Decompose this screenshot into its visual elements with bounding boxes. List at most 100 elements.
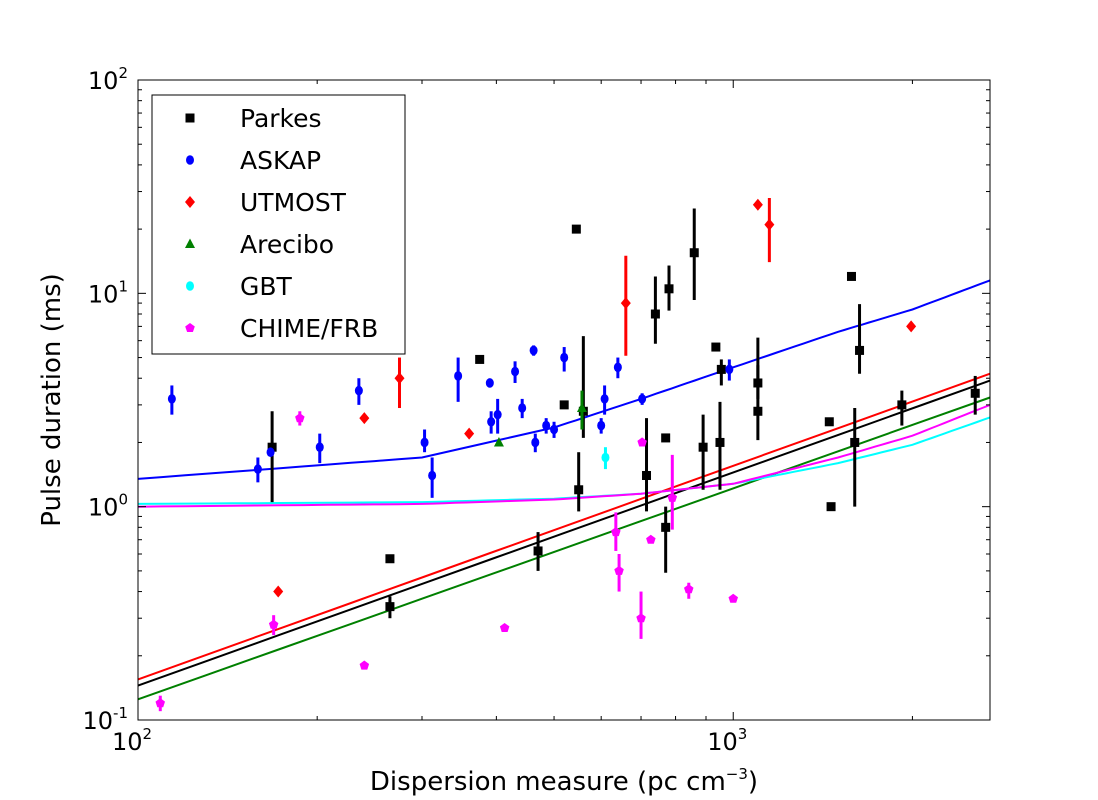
data-point-parkes <box>650 309 660 319</box>
data-point-utmost <box>394 372 405 385</box>
data-point-parkes <box>753 406 763 416</box>
data-point-parkes <box>661 522 671 532</box>
data-point-utmost <box>620 297 631 310</box>
data-point-chime-frb <box>728 593 738 603</box>
data-point-askap <box>725 364 734 375</box>
data-point-askap <box>428 470 437 481</box>
legend-box <box>151 94 406 355</box>
y-tick-label: 10-1 <box>82 704 128 735</box>
data-point-chime-frb <box>684 584 694 594</box>
data-point-chime-frb <box>646 534 656 544</box>
data-point-askap <box>485 378 494 388</box>
legend-marker-arecibo <box>185 238 195 248</box>
data-point-askap <box>487 416 496 427</box>
data-point-arecibo <box>493 436 504 447</box>
data-point-parkes <box>846 271 856 281</box>
data-point-askap <box>600 394 609 404</box>
legend-label-gbt: GBT <box>240 272 293 301</box>
axis-ticks: 102 103 10-1 100 101 102 <box>82 64 990 756</box>
data-point-parkes <box>385 602 395 612</box>
data-point-parkes <box>689 248 699 258</box>
data-point-chime-frb <box>611 527 621 537</box>
fit-curve-gbt-fit <box>137 416 991 505</box>
data-point-askap <box>550 424 559 435</box>
data-point-askap <box>511 366 520 377</box>
legend: Parkes ASKAP UTMOST Arecibo GBT CHIME/FRB <box>151 94 406 355</box>
data-point-askap <box>597 420 606 431</box>
fit-curves <box>137 279 991 701</box>
legend-label-chime-frb: CHIME/FRB <box>240 314 378 343</box>
data-point-askap <box>518 403 527 413</box>
data-point-arecibo <box>576 402 587 413</box>
data-point-parkes <box>716 364 726 374</box>
data-point-parkes <box>664 284 674 294</box>
legend-marker-utmost <box>185 196 195 208</box>
legend-marker-gbt <box>186 281 194 291</box>
data-point-parkes <box>475 354 485 364</box>
data-point-utmost <box>764 218 775 231</box>
data-point-askap <box>354 385 363 396</box>
fit-curve-chime-frb-fit <box>137 403 991 508</box>
x-axis-label: Dispersion measure (pc cm−3) <box>370 765 758 797</box>
data-point-parkes <box>559 400 569 410</box>
data-point-chime-frb <box>667 492 678 502</box>
data-point-askap <box>420 437 429 448</box>
data-point-parkes <box>855 345 865 355</box>
y-axis-label: Pulse duration (ms) <box>37 273 67 527</box>
data-point-askap <box>531 437 540 448</box>
data-point-utmost <box>464 427 475 440</box>
data-point-askap <box>167 394 176 404</box>
data-point-chime-frb <box>268 619 279 629</box>
data-point-utmost <box>752 198 763 211</box>
y-tick-label: 102 <box>88 64 128 95</box>
data-point-chime-frb <box>295 413 305 423</box>
x-axis-label-sup: −3 <box>726 765 748 783</box>
legend-label-askap: ASKAP <box>240 146 321 175</box>
data-point-askap <box>542 420 551 431</box>
data-point-parkes <box>571 224 581 234</box>
data-point-parkes <box>267 442 277 452</box>
data-point-askap <box>638 394 647 404</box>
legend-marker-chime-frb <box>185 323 195 332</box>
data-point-parkes <box>574 485 584 495</box>
x-axis-label-close: ) <box>748 767 758 797</box>
axes-frame <box>137 79 991 721</box>
data-point-parkes <box>715 437 725 447</box>
legend-label-parkes: Parkes <box>240 104 322 133</box>
data-point-parkes <box>824 417 834 427</box>
fit-curve-arecibo-fit <box>137 396 991 701</box>
legend-label-utmost: UTMOST <box>240 188 347 217</box>
data-point-chime-frb <box>499 623 510 632</box>
data-point-parkes <box>698 442 708 452</box>
legend-marker-parkes <box>185 113 195 123</box>
data-point-gbt <box>601 452 610 463</box>
data-point-chime-frb <box>614 565 624 575</box>
data-point-askap <box>560 352 569 363</box>
data-point-chime-frb <box>155 698 165 708</box>
data-point-chime-frb <box>636 613 646 623</box>
data-point-parkes <box>642 470 652 480</box>
data-point-parkes <box>826 502 836 512</box>
data-point-askap <box>266 447 275 458</box>
data-point-parkes <box>661 433 671 443</box>
data-point-utmost <box>273 585 284 598</box>
data-point-chime-frb <box>359 660 370 670</box>
data-point-chime-frb <box>637 437 647 447</box>
fit-curve-askap-fit <box>137 279 991 480</box>
data-point-parkes <box>970 388 980 398</box>
fit-curve-utmost-fit <box>137 372 991 681</box>
data-point-askap <box>493 409 502 420</box>
data-point-askap <box>253 464 262 474</box>
y-tick-label: 100 <box>88 491 128 522</box>
x-tick-label: 102 <box>112 725 152 756</box>
data-point-parkes <box>385 554 395 564</box>
data-point-parkes <box>897 400 907 410</box>
x-axis-label-main: Dispersion measure (pc cm <box>370 767 726 797</box>
x-tick-label: 103 <box>707 725 747 756</box>
data-point-parkes <box>711 342 721 352</box>
data-point-askap <box>315 442 324 452</box>
y-tick-label: 101 <box>88 277 128 308</box>
data-point-parkes <box>533 546 543 556</box>
data-point-parkes <box>850 437 860 447</box>
